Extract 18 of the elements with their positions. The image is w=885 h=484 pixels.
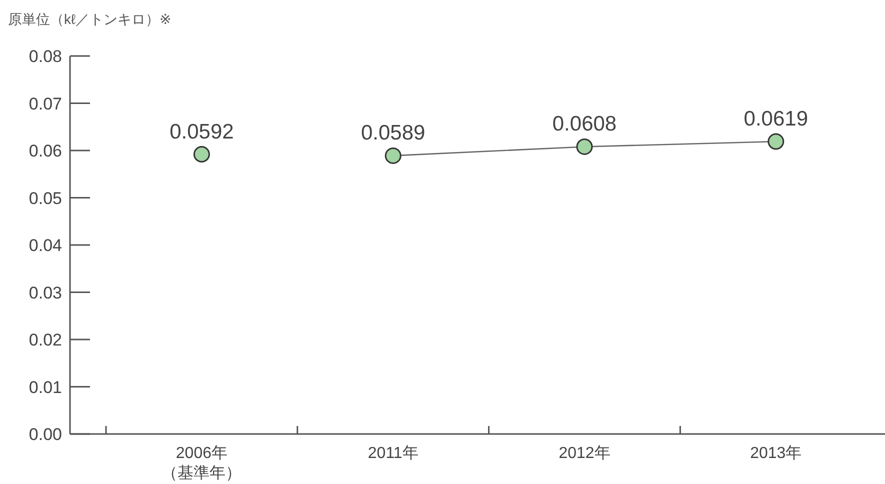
y-tick-label: 0.06 [28,142,62,160]
data-label: 0.0608 [552,112,617,136]
y-tick-label: 0.07 [28,94,62,114]
y-tick-label: 0.04 [28,236,62,255]
y-tick-label: 0.08 [28,47,62,66]
x-tick-label: 2006年（基準年） [162,445,242,482]
y-axis-title: 原単位（kℓ／トンキロ）※ [8,11,172,27]
data-label: 0.0589 [360,122,426,145]
x-tick-label: 2013年 [750,445,802,462]
x-tick-label: 2011年 [368,445,418,462]
y-tick-label: 0.00 [28,425,62,444]
data-label: 0.0592 [170,120,234,144]
y-tick-label: 0.05 [28,188,62,208]
x-tick-label: 2012年 [558,445,610,462]
data-label: 0.0619 [744,108,808,131]
y-tick-label: 0.02 [28,330,62,350]
y-tick-label: 0.03 [28,283,62,302]
y-tick-label: 0.01 [28,378,62,397]
